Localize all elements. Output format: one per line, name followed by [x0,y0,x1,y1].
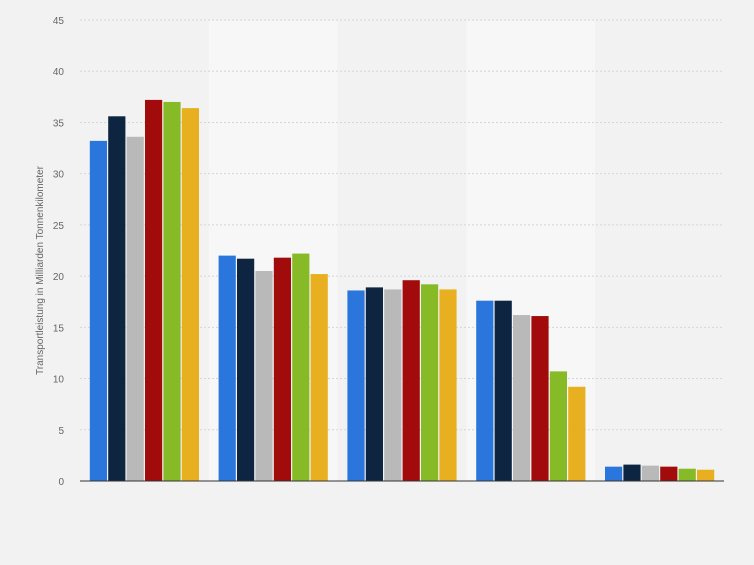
bar[interactable] [273,257,291,481]
bar[interactable] [108,116,126,481]
bar[interactable] [531,316,549,481]
y-axis-label: Transportleistung in Milliarden Tonnenki… [35,165,46,375]
y-tick-label: 45 [53,16,65,27]
bar[interactable] [292,253,310,481]
bar[interactable] [660,466,678,481]
bar[interactable] [89,140,107,481]
bar[interactable] [163,101,181,481]
category-band [595,20,724,481]
bar[interactable] [494,300,512,481]
bar[interactable] [568,386,586,481]
y-tick-label: 5 [58,426,64,437]
bar[interactable] [697,469,715,481]
bar[interactable] [678,468,696,481]
bar[interactable] [310,274,328,481]
bar[interactable] [384,289,402,481]
bar[interactable] [476,300,494,481]
y-tick-label: 30 [53,170,65,181]
y-tick-label: 40 [53,67,65,78]
y-tick-label: 0 [58,477,64,488]
bar[interactable] [237,258,255,481]
y-tick-label: 20 [53,272,65,283]
bar[interactable] [605,466,623,481]
y-tick-label: 10 [53,375,65,386]
bar[interactable] [623,464,641,481]
bar[interactable] [218,255,236,481]
bars [89,99,715,481]
bar[interactable] [439,289,457,481]
bar[interactable] [347,290,365,481]
category-bands [80,20,724,481]
bar[interactable] [126,136,144,481]
bar[interactable] [145,99,163,481]
bar[interactable] [641,465,659,481]
bar[interactable] [549,371,567,481]
bar[interactable] [255,270,273,481]
y-tick-label: 35 [53,118,65,129]
bar[interactable] [181,108,199,481]
y-axis-tick-labels: 0 5 10 15 20 25 30 35 40 45 [53,16,65,488]
bar[interactable] [402,280,420,481]
gridlines [80,19,724,431]
bar[interactable] [513,315,531,481]
y-tick-label: 15 [53,323,65,334]
bar[interactable] [365,287,383,481]
y-tick-label: 25 [53,221,65,232]
bar[interactable] [421,284,439,481]
